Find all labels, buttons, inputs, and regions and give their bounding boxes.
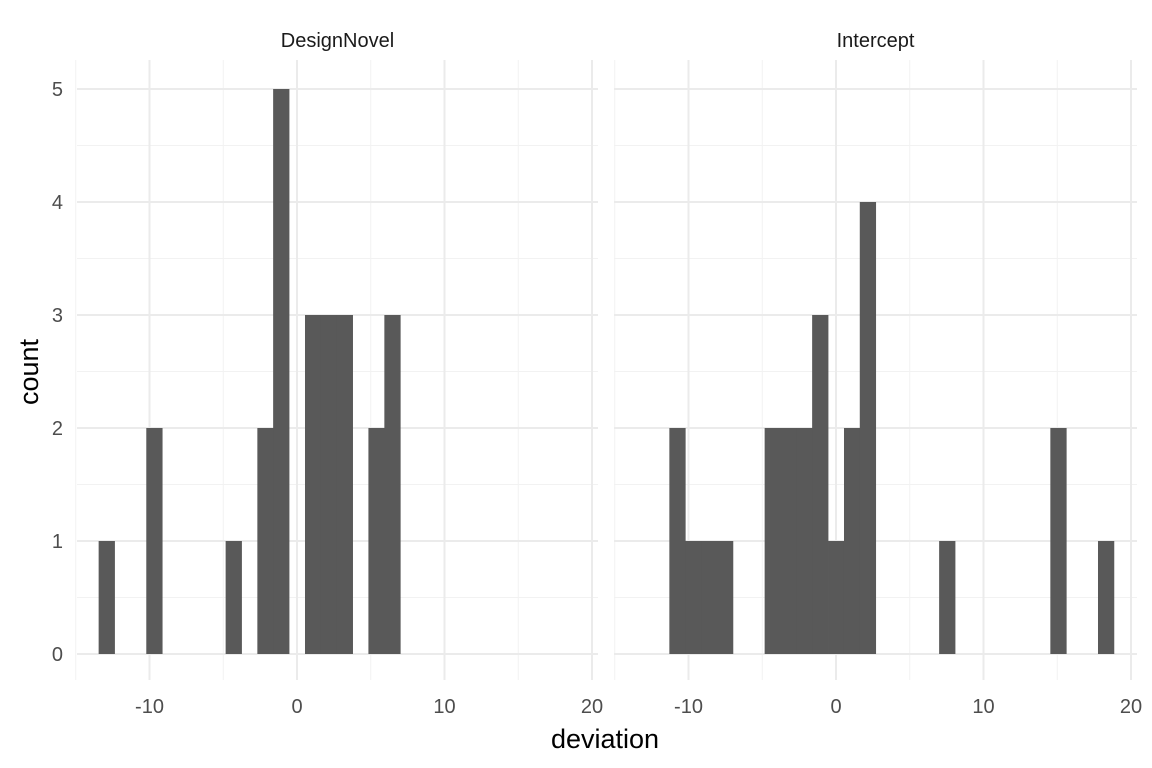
histogram-bar: [273, 89, 290, 654]
y-tick-label: 2: [52, 418, 63, 440]
histogram-bar: [1050, 428, 1067, 654]
histogram-bar: [843, 428, 861, 654]
y-axis: 0 1 2 3 4 5: [52, 79, 63, 666]
y-tick-label: 4: [52, 192, 63, 214]
histogram-bar: [320, 315, 338, 654]
histogram-bar: [701, 541, 718, 654]
y-tick-label: 1: [52, 531, 63, 553]
histogram-bar: [780, 428, 797, 654]
x-tick-label: 10: [433, 696, 455, 718]
histogram-bar: [225, 541, 242, 654]
histogram-bar: [859, 202, 877, 654]
histogram-bar: [384, 315, 401, 654]
x-tick-label: -10: [674, 696, 703, 718]
histogram-bar: [939, 541, 956, 654]
histogram-bar: [812, 315, 829, 654]
y-axis-title: count: [14, 338, 44, 405]
histogram-bar: [828, 541, 845, 654]
y-tick-label: 3: [52, 305, 63, 327]
facet-strip-title: DesignNovel: [281, 30, 394, 52]
histogram-bar: [796, 428, 813, 654]
x-tick-label: 0: [830, 696, 841, 718]
histogram-bar: [669, 428, 686, 654]
x-tick-label: -10: [135, 696, 164, 718]
facet-panel: DesignNovel -10 0 10 20: [75, 30, 603, 718]
histogram-bar: [98, 541, 115, 654]
x-tick-label: 0: [291, 696, 302, 718]
x-axis-title: deviation: [551, 724, 659, 754]
histogram-bar: [685, 541, 702, 654]
x-tick-label: 20: [1120, 696, 1142, 718]
histogram-bar: [716, 541, 734, 654]
histogram-bar: [336, 315, 353, 654]
x-tick-label: 20: [581, 696, 603, 718]
histogram-bar: [146, 428, 163, 654]
y-tick-label: 0: [52, 644, 63, 666]
y-tick-label: 5: [52, 79, 63, 101]
histogram-bar: [368, 428, 385, 654]
histogram-bar: [257, 428, 274, 654]
histogram-bar: [764, 428, 781, 654]
x-tick-label: 10: [972, 696, 994, 718]
histogram-bar: [1097, 541, 1115, 654]
histogram-bar: [304, 315, 322, 654]
facet-panel: Intercept -10 0 10 20: [614, 30, 1142, 718]
facet-strip-title: Intercept: [837, 30, 915, 52]
